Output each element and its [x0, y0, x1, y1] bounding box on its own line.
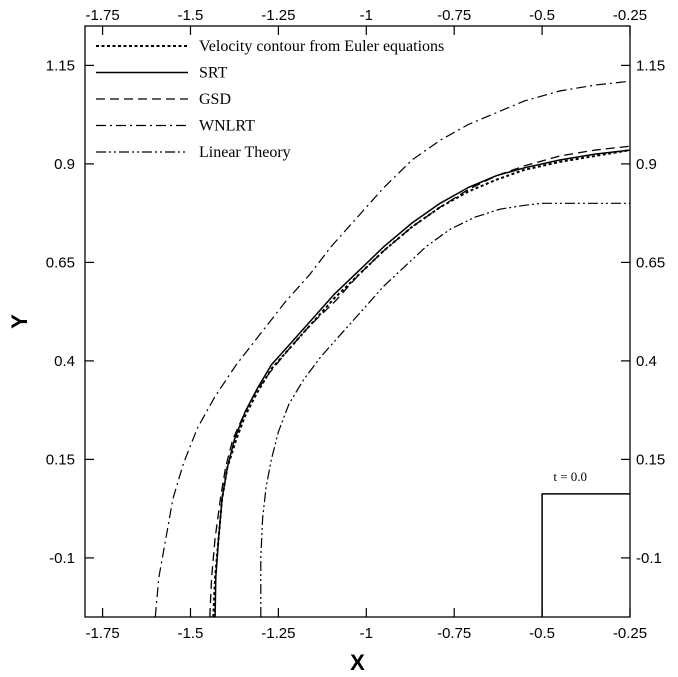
x-tick-label: -1.25	[261, 625, 295, 642]
y-tick-label-right: 0.15	[636, 451, 665, 468]
legend: Velocity contour from Euler equations SRT…	[96, 38, 444, 161]
y-tick-label: 1.15	[46, 57, 75, 74]
y-tick-label-right: 1.15	[636, 57, 665, 74]
x-tick-label-top: -1.25	[261, 7, 295, 24]
annotations: t = 0.0	[553, 469, 587, 484]
series-line-srt	[214, 149, 630, 617]
y-tick-label: 0.15	[46, 451, 75, 468]
axis-tick-labels: -1.75 -1.75 -1.5 -1.5 -1.25 -1.25 -1 -1 -0.75 -0.…	[46, 7, 665, 642]
series-line-velocity-contour-from-euler-equations	[212, 149, 630, 617]
x-tick-label: -1.75	[85, 625, 119, 642]
annotation-label: t = 0.0	[553, 469, 587, 484]
y-tick-label-right: 0.65	[636, 254, 665, 271]
y-tick-label: -0.1	[49, 550, 75, 567]
axis-ticks	[85, 26, 631, 617]
x-axis-title: X	[350, 650, 365, 675]
data-series	[154, 80, 630, 617]
y-tick-label: 0.4	[54, 353, 75, 370]
x-tick-label: -1	[360, 625, 373, 642]
legend-label: WNLRT	[199, 118, 255, 135]
legend-label: Velocity contour from Euler equations	[199, 38, 444, 55]
x-tick-label: -0.5	[529, 625, 555, 642]
x-tick-label-top: -0.5	[529, 7, 555, 24]
y-axis-title: Y	[7, 314, 32, 329]
x-tick-label: -0.25	[613, 625, 647, 642]
x-tick-label-top: -1.5	[178, 7, 204, 24]
initial-shock-line	[541, 493, 630, 617]
y-tick-label: 0.9	[54, 156, 75, 173]
x-tick-label-top: -1	[360, 7, 373, 24]
x-tick-label: -0.75	[437, 625, 471, 642]
y-tick-label-right: -0.1	[636, 550, 662, 567]
y-tick-label: 0.65	[46, 254, 75, 271]
series-line-gsd	[209, 145, 630, 617]
y-tick-label-right: 0.9	[636, 156, 657, 173]
y-tick-label-right: 0.4	[636, 353, 657, 370]
legend-label: Linear Theory	[199, 144, 291, 161]
series-line-linear-theory	[260, 202, 630, 617]
x-tick-label-top: -0.25	[613, 7, 647, 24]
x-tick-label-top: -0.75	[437, 7, 471, 24]
legend-label: SRT	[199, 65, 228, 82]
plot-frame	[84, 25, 631, 618]
x-tick-label-top: -1.75	[85, 7, 119, 24]
legend-label: GSD	[199, 91, 231, 108]
series-line-wnlrt	[154, 80, 630, 617]
x-tick-label: -1.5	[178, 625, 204, 642]
